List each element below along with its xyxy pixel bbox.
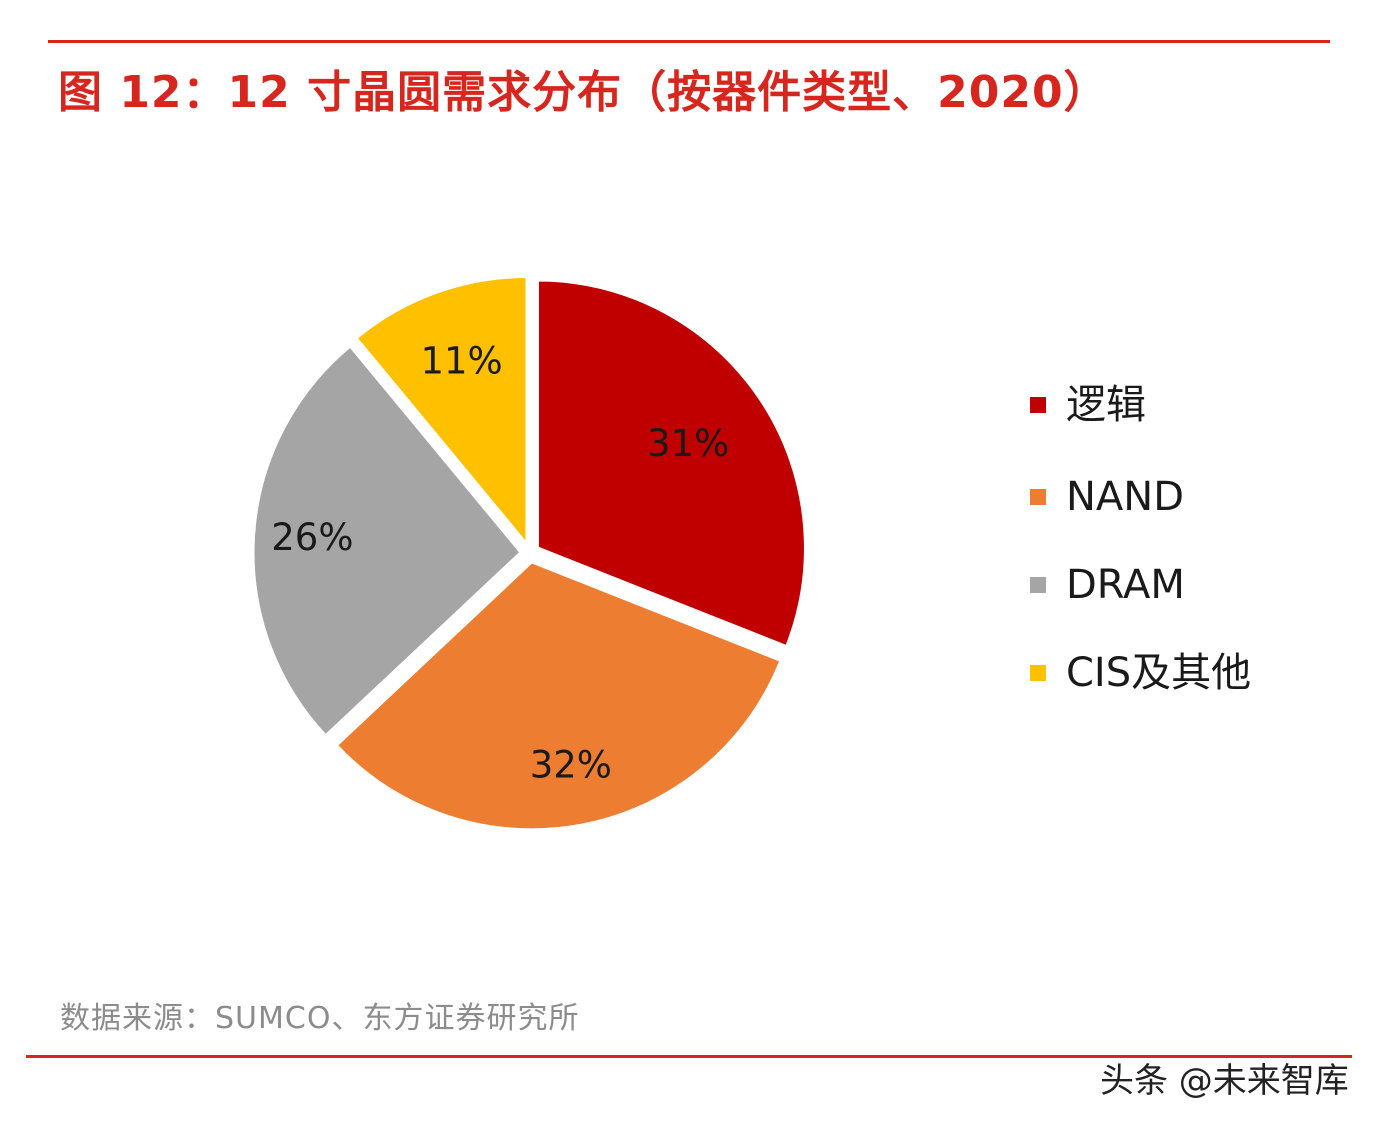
watermark: 头条 @未来智库	[1100, 1061, 1349, 1101]
top-rule	[48, 40, 1330, 43]
legend-label: DRAM	[1066, 562, 1185, 608]
slice-logic	[535, 278, 807, 649]
legend-swatch	[1030, 577, 1046, 593]
source-note: 数据来源：SUMCO、东方证券研究所	[60, 1001, 580, 1036]
bottom-rule	[26, 1055, 1352, 1058]
slice-nand	[334, 560, 783, 832]
chart-title: 图 12：12 寸晶圆需求分布（按器件类型、2020）	[58, 67, 1109, 118]
legend-label: 逻辑	[1066, 382, 1146, 428]
legend-swatch	[1030, 397, 1046, 413]
label-logic: 31%	[647, 422, 729, 465]
legend-swatch	[1030, 489, 1046, 505]
label-nand: 32%	[530, 744, 612, 787]
slice-cis-other	[354, 275, 529, 549]
label-cis-other: 11%	[420, 339, 502, 382]
legend-label: CIS及其他	[1066, 650, 1252, 696]
slice-dram	[251, 343, 524, 739]
legend-swatch	[1030, 665, 1046, 681]
label-dram: 26%	[271, 516, 353, 559]
legend-label: NAND	[1066, 474, 1185, 520]
